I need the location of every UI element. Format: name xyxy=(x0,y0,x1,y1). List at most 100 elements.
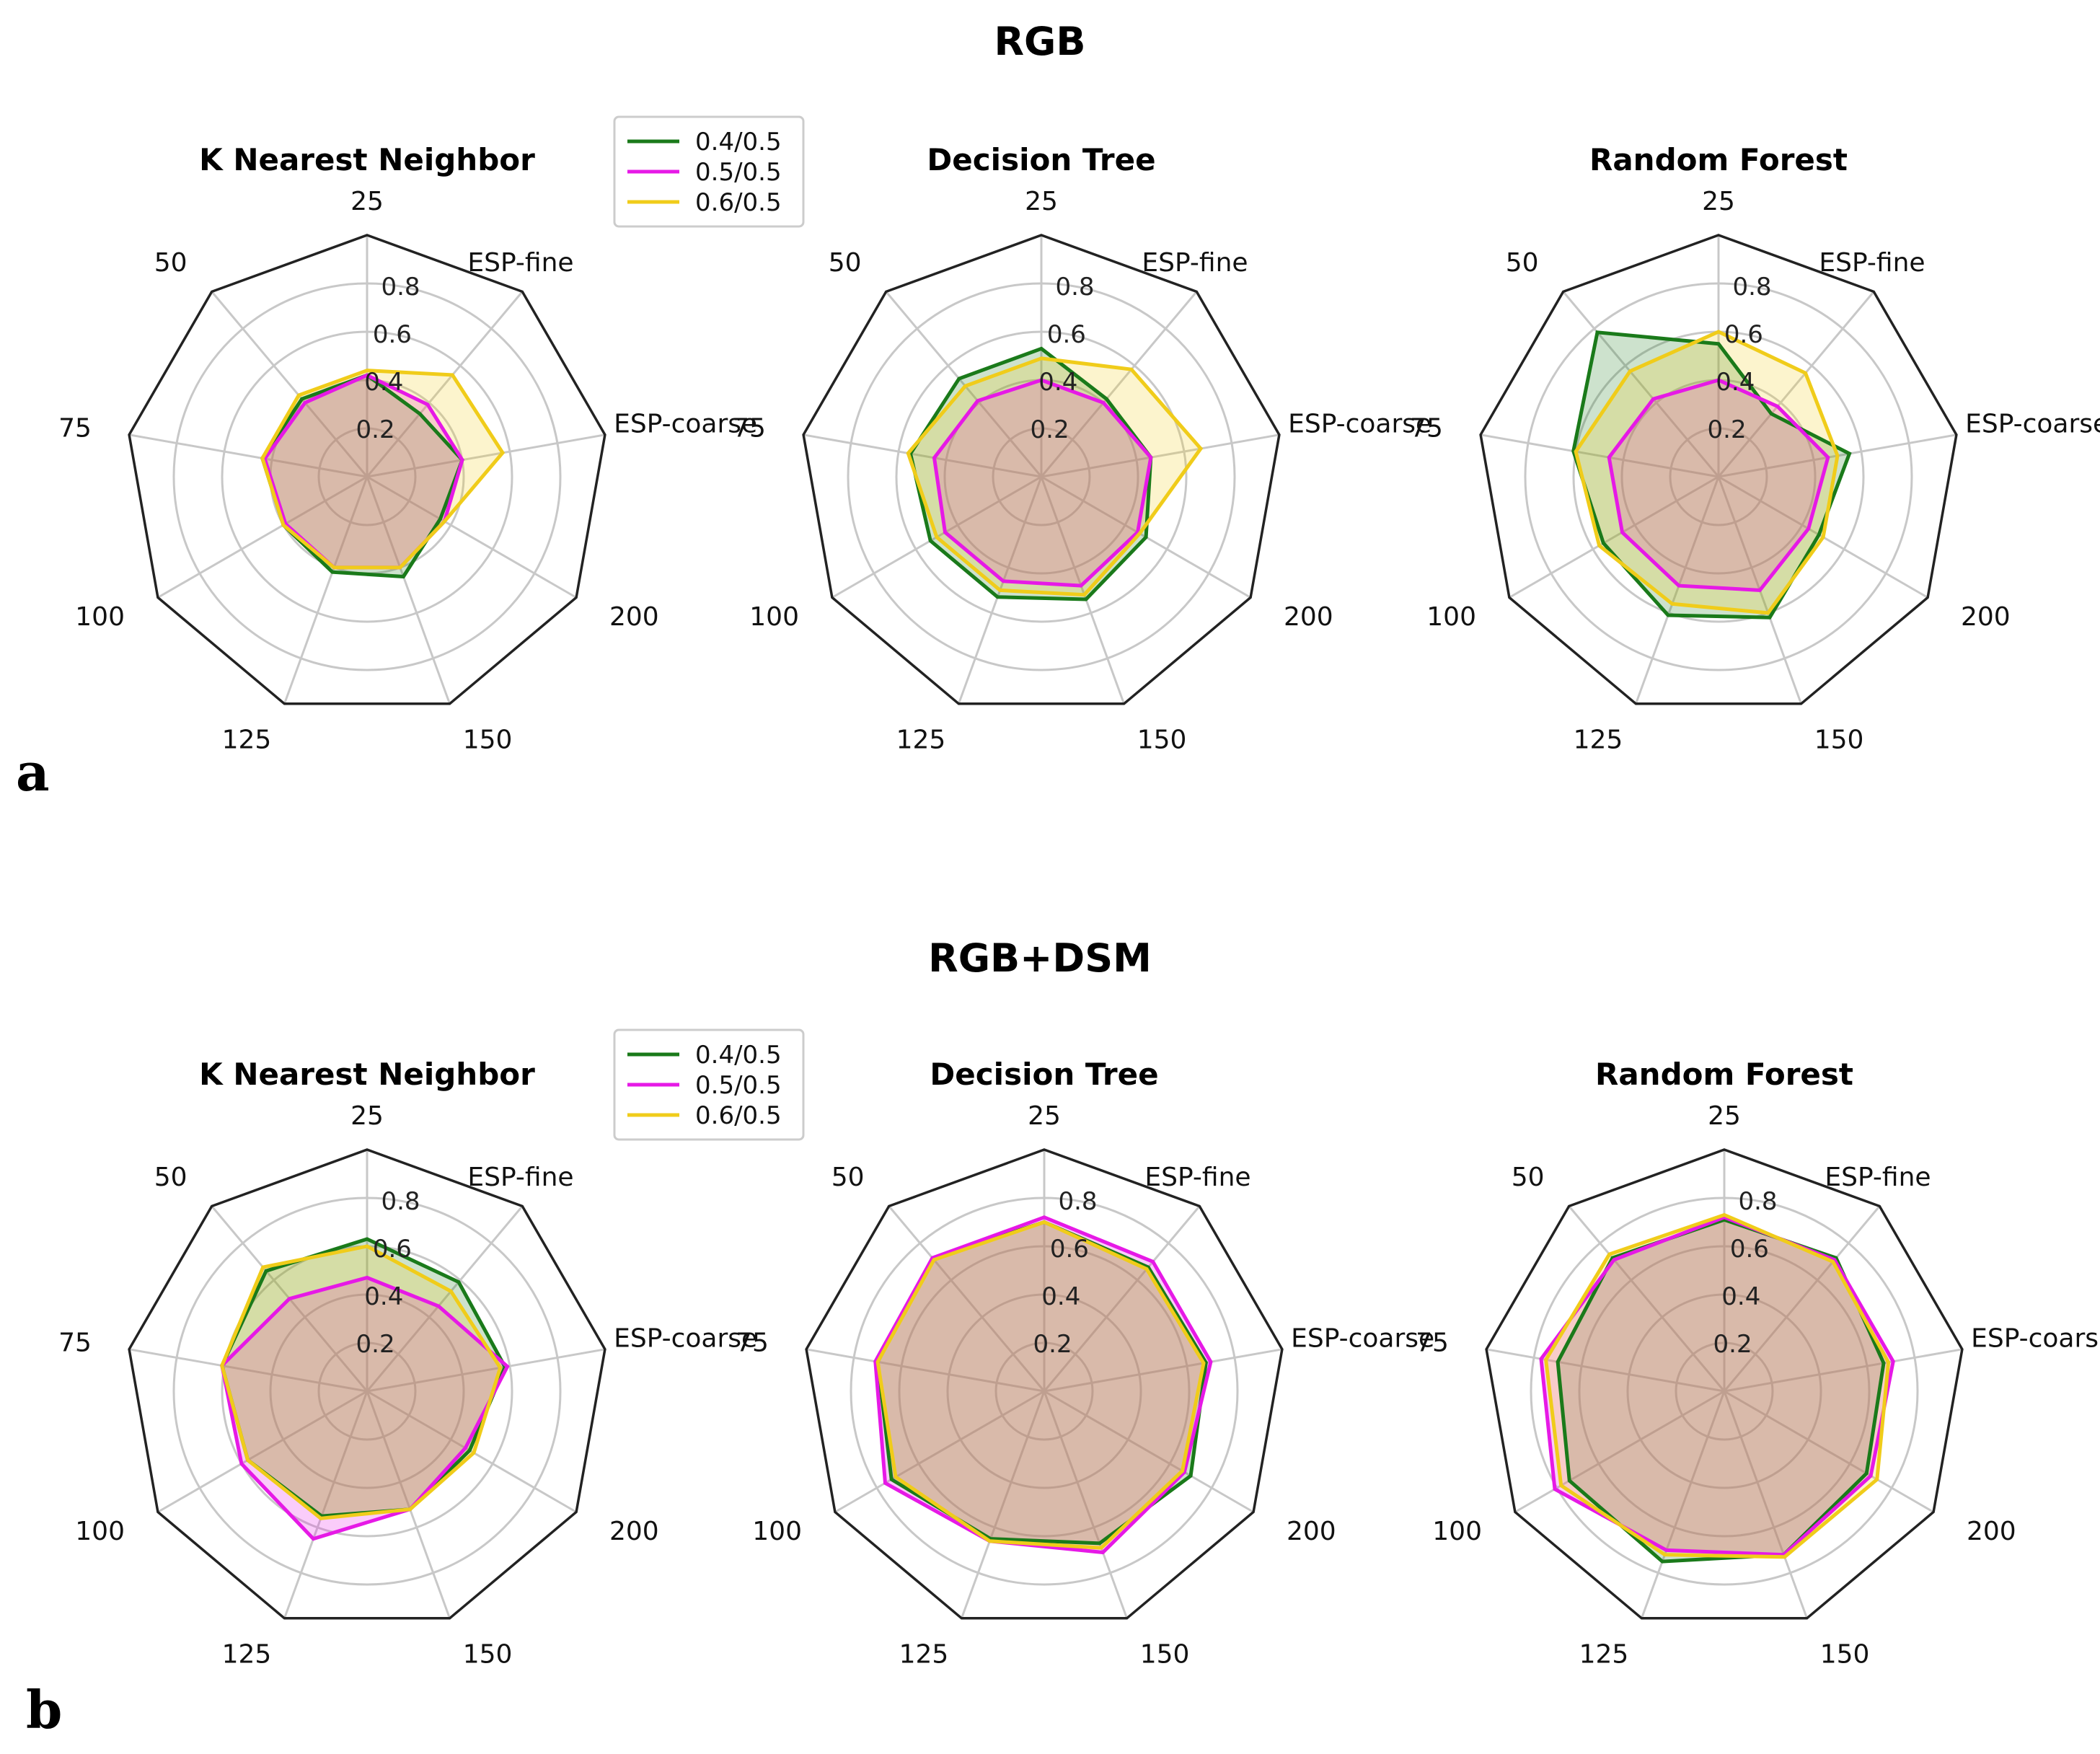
radial-tick-label: 0.2 xyxy=(1031,415,1069,444)
radial-tick-label: 0.4 xyxy=(1721,1282,1760,1311)
radial-tick-label: 0.6 xyxy=(373,1235,412,1264)
axis-label-esp-fine: ESP-fine xyxy=(467,1163,573,1192)
legend-label-0-5-0-5: 0.5/0.5 xyxy=(695,158,782,187)
grid-spoke xyxy=(803,433,1042,478)
axis-label-125: 125 xyxy=(896,726,946,755)
grid-spoke xyxy=(1044,1390,1254,1513)
series-line-0-4-0-5 xyxy=(908,346,1153,601)
grid-spoke xyxy=(1040,291,1198,477)
radar-chart-rgb-dsm-decision-tree: 0.2 0.4 0.6 0.8 25 ESP-fine ESP-coarse 200 150 12… xyxy=(736,1057,1434,1670)
axis-label-100: 100 xyxy=(752,1517,802,1546)
legend-label-0-5-0-5: 0.5/0.5 xyxy=(695,1071,782,1100)
series-fill-0-6-0-5 xyxy=(908,358,1201,595)
series-line-0-6-0-5 xyxy=(1574,330,1840,615)
radial-tick-label: 0.8 xyxy=(381,1187,420,1216)
axis-label-50: 50 xyxy=(154,248,188,278)
series-fill-0-4-0-5 xyxy=(262,375,462,577)
radial-tick-label: 0.4 xyxy=(1038,368,1077,397)
series-fill-0-5-0-5 xyxy=(934,380,1151,586)
axis-label-125: 125 xyxy=(222,726,272,755)
axis-label-25: 25 xyxy=(1702,187,1735,216)
radial-tick-label: 0.2 xyxy=(1708,415,1747,444)
legend-label-0-4-0-5: 0.4/0.5 xyxy=(695,1041,782,1070)
grid-spoke xyxy=(1044,1348,1283,1393)
radar-chart-rgb-k-nearest-neighbor: 0.2 0.4 0.6 0.8 25 ESP-fine ESP-coarse 200 150 12… xyxy=(58,142,757,755)
grid-spoke xyxy=(366,476,451,705)
series-line-0-6-0-5 xyxy=(260,369,506,570)
axis-label-75: 75 xyxy=(58,414,92,444)
radial-tick-label: 0.2 xyxy=(1713,1330,1752,1359)
series-fill-0-6-0-5 xyxy=(262,370,503,568)
series-fill-0-5-0-5 xyxy=(221,1277,508,1539)
panel-label-b: b xyxy=(26,1679,62,1740)
axis-label-esp-fine: ESP-fine xyxy=(1142,248,1248,278)
axis-label-200: 200 xyxy=(609,602,659,632)
radial-tick-label: 0.8 xyxy=(381,273,420,301)
legend-label-0-4-0-5: 0.4/0.5 xyxy=(695,128,782,157)
chart-title: Random Forest xyxy=(1595,1057,1853,1092)
grid-spoke xyxy=(1043,1391,1128,1619)
legend-box xyxy=(613,115,805,228)
axis-label-50: 50 xyxy=(829,248,862,278)
series-fill-0-6-0-5 xyxy=(221,1246,500,1519)
chart-title: K Nearest Neighbor xyxy=(199,142,535,177)
grid-spoke xyxy=(1635,476,1720,705)
axis-label-25: 25 xyxy=(1708,1101,1741,1131)
axis-label-25: 25 xyxy=(350,1101,384,1131)
grid-spoke xyxy=(211,291,369,477)
axis-label-75: 75 xyxy=(58,1328,92,1358)
axis-label-50: 50 xyxy=(154,1163,188,1192)
series-line-0-5-0-5 xyxy=(220,1275,510,1541)
grid-spoke xyxy=(806,1348,1045,1393)
series-fill-0-5-0-5 xyxy=(1541,1217,1894,1555)
radial-tick-label: 0.4 xyxy=(364,368,403,397)
series-fill-0-4-0-5 xyxy=(1558,1220,1884,1562)
series-line-0-4-0-5 xyxy=(1571,330,1852,620)
axis-label-150: 150 xyxy=(463,1640,513,1670)
radar-frame xyxy=(1479,234,1958,705)
radial-tick-label: 0.6 xyxy=(1047,320,1086,349)
axis-label-100: 100 xyxy=(75,602,125,632)
grid-spoke xyxy=(366,433,606,478)
grid-spoke xyxy=(283,476,369,705)
series-line-0-4-0-5 xyxy=(260,373,464,579)
series-fill-0-6-0-5 xyxy=(878,1222,1204,1548)
radial-tick-label: 0.8 xyxy=(1058,1187,1097,1216)
legend-label-0-6-0-5: 0.6/0.5 xyxy=(695,1101,782,1130)
axis-label-150: 150 xyxy=(1814,726,1864,755)
axis-label-75: 75 xyxy=(1416,1328,1449,1358)
axis-label-50: 50 xyxy=(1512,1163,1545,1192)
axis-label-150: 150 xyxy=(1820,1640,1870,1670)
series-line-0-5-0-5 xyxy=(1607,378,1830,592)
axis-label-75: 75 xyxy=(736,1328,769,1358)
radial-tick-label: 0.8 xyxy=(1732,273,1771,301)
series-line-0-6-0-5 xyxy=(906,356,1204,597)
radial-tick-label: 0.2 xyxy=(356,1330,395,1359)
grid-spoke xyxy=(128,1348,368,1393)
axis-label-esp-coarse: ESP-coarse xyxy=(1971,1324,2100,1354)
grid-spoke xyxy=(366,1348,606,1393)
axis-label-esp-coarse: ESP-coarse xyxy=(1288,410,1431,439)
radial-tick-label: 0.4 xyxy=(1716,368,1755,397)
grid-spoke xyxy=(366,475,577,599)
chart-title: Decision Tree xyxy=(930,1057,1158,1092)
grid-spoke xyxy=(885,291,1043,477)
series-fill-0-4-0-5 xyxy=(1573,332,1850,618)
radar-chart-rgb-dsm-k-nearest-neighbor: 0.2 0.4 0.6 0.8 25 ESP-fine ESP-coarse 200 150 12… xyxy=(58,1057,757,1670)
series-line-0-6-0-5 xyxy=(875,1220,1206,1550)
axis-label-esp-fine: ESP-fine xyxy=(1144,1163,1250,1192)
grid-spoke xyxy=(1641,1391,1726,1619)
axis-label-esp-coarse: ESP-coarse xyxy=(614,1324,757,1354)
radial-tick-label: 0.8 xyxy=(1738,1187,1777,1216)
grid-spoke xyxy=(888,1205,1046,1392)
charts-layer: 0.2 0.4 0.6 0.8 25 ESP-fine ESP-coarse 200 150 12… xyxy=(58,142,2100,1670)
radial-tick-label: 0.2 xyxy=(356,415,395,444)
radar-frame xyxy=(805,1148,1284,1620)
axis-label-25: 25 xyxy=(350,187,384,216)
axis-label-100: 100 xyxy=(75,1517,125,1546)
grid-spoke xyxy=(366,1391,451,1619)
legend-rgb: 0.4/0.50.5/0.50.6/0.5 xyxy=(613,115,805,228)
radial-tick-label: 0.6 xyxy=(1050,1235,1089,1264)
series-line-0-6-0-5 xyxy=(1544,1212,1891,1559)
